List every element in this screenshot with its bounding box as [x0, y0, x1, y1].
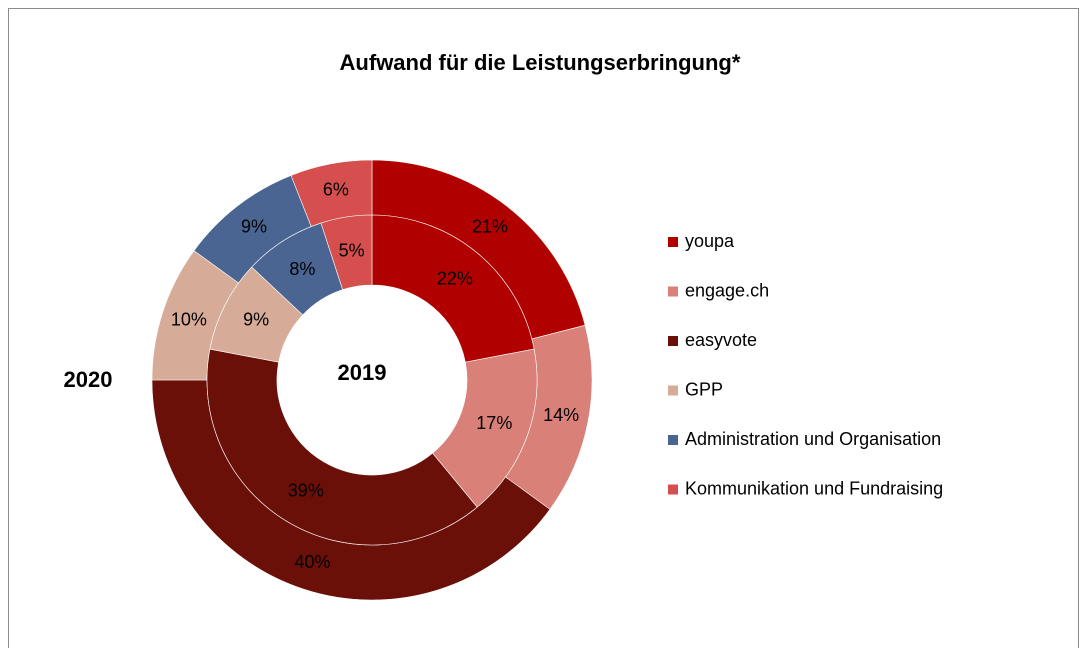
- data-label: 14%: [543, 405, 579, 425]
- legend-label: GPP: [685, 379, 723, 399]
- legend-label: youpa: [685, 231, 735, 251]
- data-label: 9%: [241, 217, 267, 237]
- donut-segment: [206, 348, 478, 546]
- legend-swatch: [668, 385, 678, 396]
- donut-segment: [371, 214, 535, 363]
- legend-swatch: [668, 484, 678, 495]
- series-label: 2020: [64, 367, 113, 392]
- legend-label: engage.ch: [685, 280, 769, 300]
- data-label: 5%: [339, 240, 365, 260]
- chart-title: Aufwand für die Leistungserbringung*: [340, 50, 741, 75]
- data-label: 10%: [171, 309, 207, 329]
- legend-swatch: [668, 435, 678, 445]
- data-label: 8%: [289, 259, 315, 279]
- legend-label: Kommunikation und Fundraising: [685, 478, 943, 498]
- data-label: 22%: [437, 269, 473, 289]
- donut-segment: [320, 214, 373, 291]
- legend-swatch: [668, 336, 678, 346]
- data-label: 6%: [323, 180, 349, 200]
- legend-label: easyvote: [685, 330, 757, 350]
- data-label: 21%: [472, 217, 508, 237]
- legend-swatch: [668, 237, 678, 247]
- legend-label: Administration und Organisation: [685, 429, 941, 449]
- data-label: 17%: [476, 413, 512, 433]
- legend-swatch: [668, 286, 678, 297]
- data-label: 39%: [288, 481, 324, 501]
- data-label: 9%: [243, 310, 269, 330]
- series-label: 2019: [338, 360, 387, 385]
- data-label: 40%: [294, 552, 330, 572]
